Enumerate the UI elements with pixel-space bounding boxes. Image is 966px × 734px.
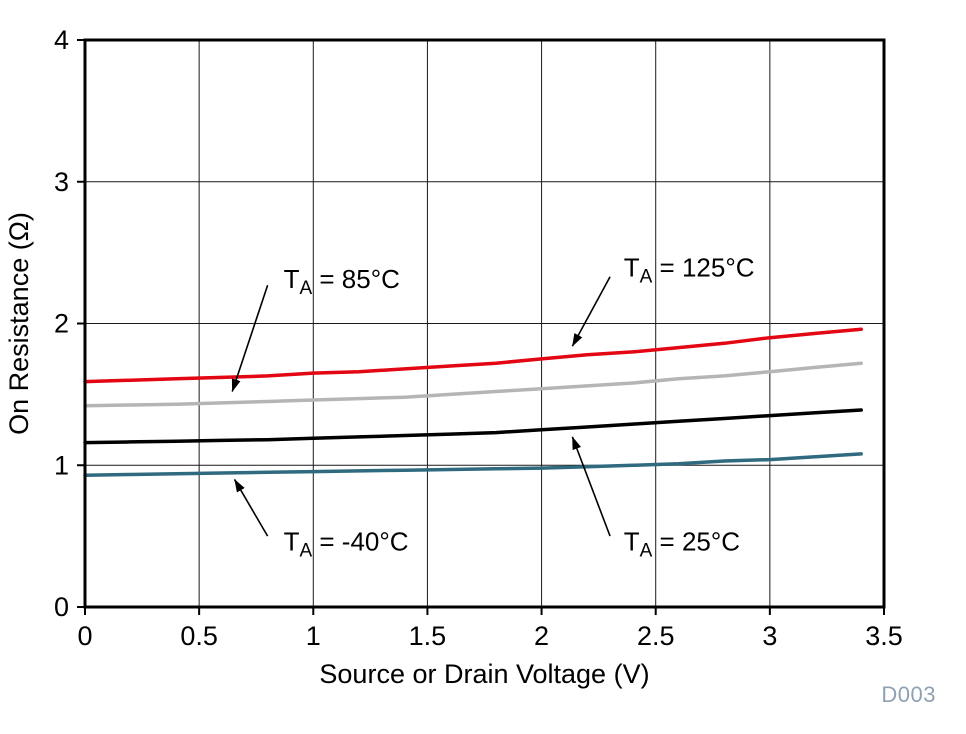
- figure-code-label: D003: [881, 682, 936, 707]
- annotation-ta-85c: TA = 85°C: [231, 264, 400, 393]
- tick-marks: [77, 39, 885, 615]
- svg-text:3: 3: [762, 621, 777, 651]
- annotation-label-ta-minus40c: TA = -40°C: [284, 526, 409, 561]
- annotation-label-ta-25c: TA = 25°C: [624, 526, 740, 561]
- curve-ta-25c: [83, 408, 863, 445]
- annotation-label-ta-85c: TA = 85°C: [284, 264, 400, 299]
- svg-text:0: 0: [54, 592, 69, 622]
- x-axis-label: Source or Drain Voltage (V): [319, 659, 649, 689]
- curve-ta-minus40c: [83, 452, 863, 477]
- x-tick-labels: 0 0.5 1 1.5 2 2.5 3 3.5: [77, 621, 902, 651]
- svg-text:0: 0: [77, 621, 92, 651]
- annotation-ta-125c: TA = 125°C: [571, 253, 755, 347]
- svg-text:3: 3: [54, 167, 69, 197]
- svg-text:4: 4: [54, 25, 69, 55]
- svg-text:3.5: 3.5: [865, 621, 903, 651]
- svg-text:0.5: 0.5: [180, 621, 218, 651]
- curve-ta-85c: [83, 361, 863, 408]
- svg-text:2: 2: [534, 621, 549, 651]
- gridlines: [85, 40, 884, 607]
- annotation-ta-minus40c: TA = -40°C: [233, 478, 409, 561]
- svg-text:1: 1: [306, 621, 321, 651]
- svg-text:2: 2: [54, 309, 69, 339]
- svg-text:1: 1: [54, 450, 69, 480]
- svg-text:1.5: 1.5: [409, 621, 447, 651]
- annotation-label-ta-125c: TA = 125°C: [624, 253, 755, 288]
- svg-text:2.5: 2.5: [637, 621, 675, 651]
- y-axis-label: On Resistance (Ω): [4, 212, 34, 435]
- annotation-ta-25c: TA = 25°C: [571, 436, 740, 561]
- y-tick-labels: 0 1 2 3 4: [54, 25, 69, 622]
- curve-ta-125c: [83, 327, 863, 384]
